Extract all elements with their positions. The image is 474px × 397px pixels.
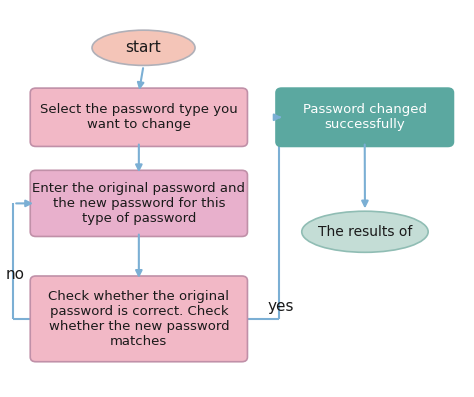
Ellipse shape <box>92 30 195 66</box>
Text: Select the password type you
want to change: Select the password type you want to cha… <box>40 103 238 131</box>
FancyBboxPatch shape <box>30 170 247 237</box>
FancyBboxPatch shape <box>276 88 454 146</box>
FancyBboxPatch shape <box>30 88 247 146</box>
Text: Check whether the original
password is correct. Check
whether the new password
m: Check whether the original password is c… <box>48 290 229 348</box>
Text: Enter the original password and
the new password for this
type of password: Enter the original password and the new … <box>32 182 246 225</box>
FancyBboxPatch shape <box>30 276 247 362</box>
Text: yes: yes <box>268 299 294 314</box>
Text: start: start <box>126 40 162 55</box>
Text: no: no <box>5 267 24 282</box>
Text: Password changed
successfully: Password changed successfully <box>303 103 427 131</box>
Text: The results of: The results of <box>318 225 412 239</box>
Ellipse shape <box>302 211 428 252</box>
